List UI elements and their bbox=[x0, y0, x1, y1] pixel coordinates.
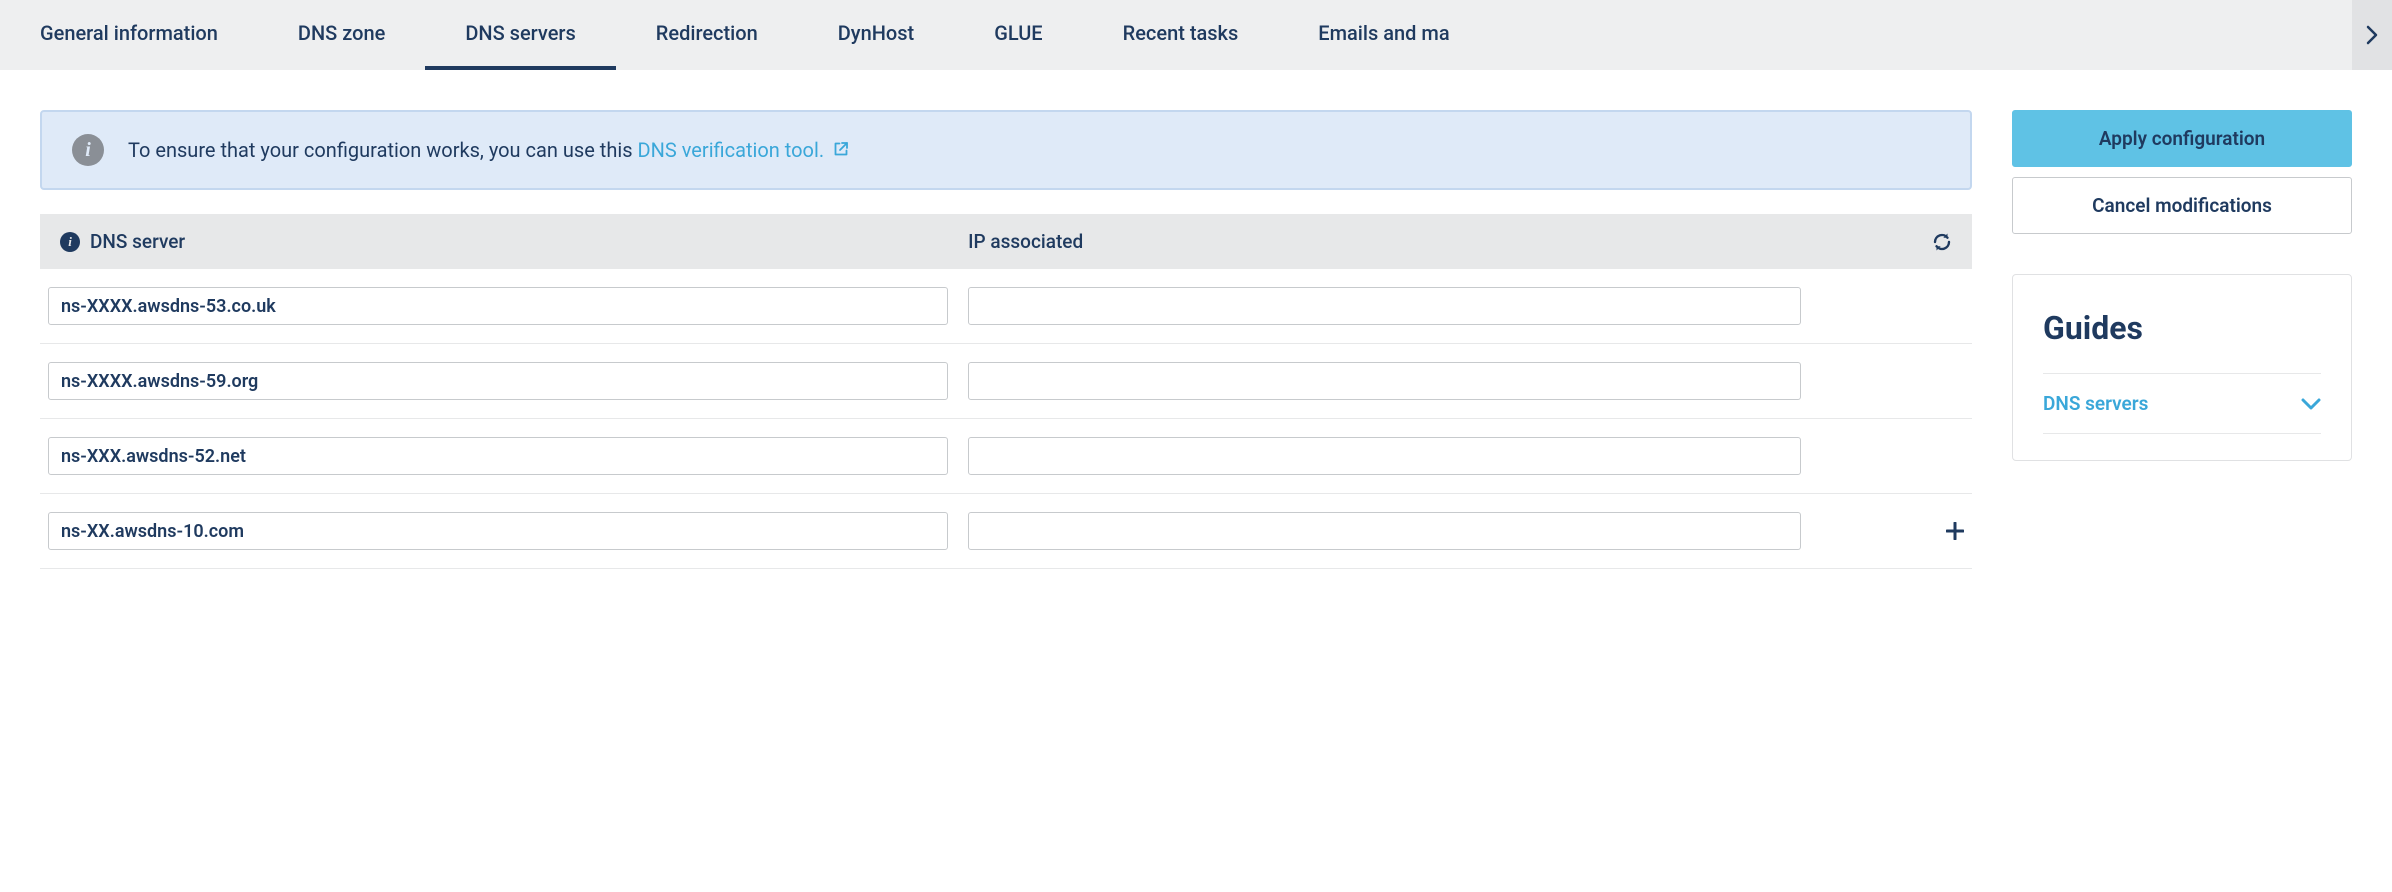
add-row-button[interactable] bbox=[1946, 522, 1964, 540]
apply-configuration-button[interactable]: Apply configuration bbox=[2012, 110, 2352, 167]
tab-dns-zone[interactable]: DNS zone bbox=[258, 0, 425, 70]
info-banner-prefix: To ensure that your configuration works,… bbox=[128, 138, 638, 162]
chevron-right-icon bbox=[2366, 25, 2378, 45]
col-header-ip: IP associated bbox=[968, 230, 1800, 253]
tab-glue[interactable]: GLUE bbox=[954, 0, 1082, 70]
scroll-right-button[interactable] bbox=[2352, 0, 2392, 70]
col-header-ip-label: IP associated bbox=[968, 230, 1083, 253]
table-row bbox=[40, 269, 1972, 344]
tab-general-information[interactable]: General information bbox=[0, 0, 258, 70]
info-banner-text: To ensure that your configuration works,… bbox=[128, 138, 849, 162]
table-header: i DNS server IP associated bbox=[40, 214, 1972, 269]
guides-title: Guides bbox=[2043, 309, 2321, 347]
chevron-down-icon bbox=[2301, 398, 2321, 410]
ip-associated-input[interactable] bbox=[968, 437, 1801, 475]
ip-associated-input[interactable] bbox=[968, 362, 1801, 400]
ip-associated-input[interactable] bbox=[968, 287, 1801, 325]
tab-dns-servers[interactable]: DNS servers bbox=[425, 0, 615, 70]
refresh-button[interactable] bbox=[1932, 232, 1952, 252]
info-banner: i To ensure that your configuration work… bbox=[40, 110, 1972, 190]
col-header-dns: i DNS server bbox=[60, 230, 968, 253]
sidebar: Apply configuration Cancel modifications… bbox=[2012, 110, 2352, 569]
dns-verification-link-text: DNS verification tool. bbox=[638, 138, 825, 162]
tab-dynhost[interactable]: DynHost bbox=[798, 0, 954, 70]
table-row bbox=[40, 344, 1972, 419]
main-area: i To ensure that your configuration work… bbox=[40, 110, 1972, 569]
external-link-icon bbox=[833, 138, 849, 162]
dns-verification-link[interactable]: DNS verification tool. bbox=[638, 138, 850, 162]
tab-emails-and-ma[interactable]: Emails and ma bbox=[1278, 0, 1489, 70]
tab-recent-tasks[interactable]: Recent tasks bbox=[1083, 0, 1279, 70]
ip-associated-input[interactable] bbox=[968, 512, 1801, 550]
tabs-container: General informationDNS zoneDNS serversRe… bbox=[0, 0, 2352, 70]
info-icon: i bbox=[60, 232, 80, 252]
table-row bbox=[40, 494, 1972, 569]
col-header-dns-label: DNS server bbox=[90, 230, 185, 253]
guides-panel: Guides DNS servers bbox=[2012, 274, 2352, 461]
rows-container bbox=[40, 269, 1972, 569]
dns-server-input[interactable] bbox=[48, 512, 948, 550]
refresh-icon bbox=[1932, 232, 1952, 252]
dns-server-input[interactable] bbox=[48, 437, 948, 475]
info-icon: i bbox=[72, 134, 104, 166]
cancel-modifications-button[interactable]: Cancel modifications bbox=[2012, 177, 2352, 234]
table-row bbox=[40, 419, 1972, 494]
tab-redirection[interactable]: Redirection bbox=[616, 0, 798, 70]
dns-server-input[interactable] bbox=[48, 287, 948, 325]
guides-item-dns-servers[interactable]: DNS servers bbox=[2043, 373, 2321, 434]
dns-server-input[interactable] bbox=[48, 362, 948, 400]
guides-item-label: DNS servers bbox=[2043, 392, 2148, 415]
content-area: i To ensure that your configuration work… bbox=[0, 70, 2392, 589]
tabs-bar: General informationDNS zoneDNS serversRe… bbox=[0, 0, 2392, 70]
plus-icon bbox=[1946, 522, 1964, 540]
